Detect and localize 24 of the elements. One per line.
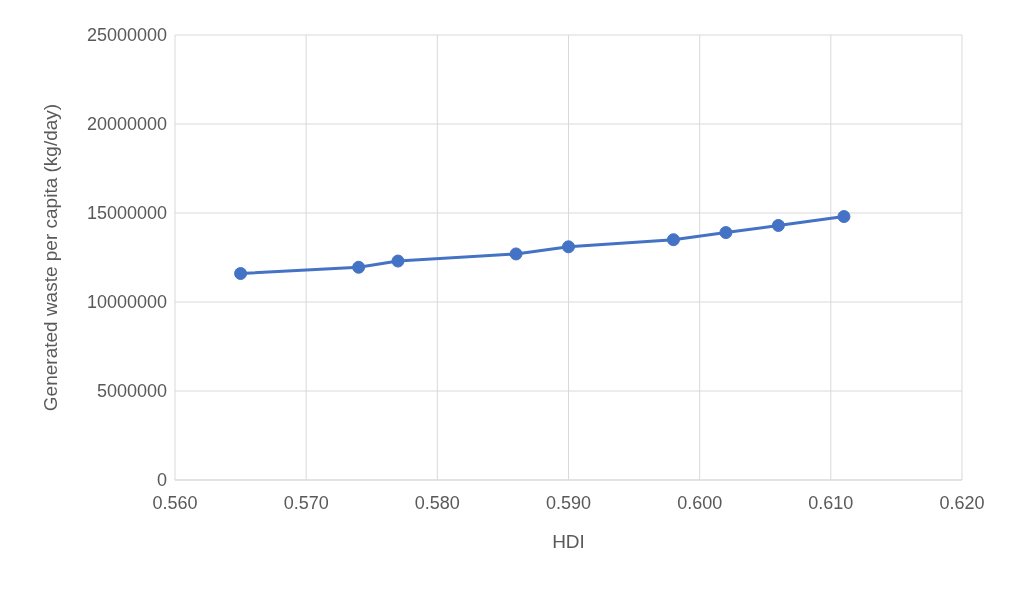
point bbox=[562, 240, 575, 254]
x-tick-label: 0.620 bbox=[939, 492, 985, 513]
y-tick-label: 15000000 bbox=[86, 203, 167, 224]
x-tick-label: 0.590 bbox=[545, 492, 592, 513]
y-axis-title: Generated waste per capita (kg/day) bbox=[39, 103, 61, 412]
x-tick-label: 0.570 bbox=[283, 492, 329, 513]
point bbox=[391, 254, 405, 268]
x-tick-label: 0.610 bbox=[808, 492, 854, 513]
point bbox=[352, 260, 366, 274]
x-tick-label: 0.560 bbox=[152, 492, 198, 513]
y-tick-label: 25000000 bbox=[86, 25, 167, 46]
point bbox=[234, 267, 248, 281]
x-tick-label: 0.580 bbox=[414, 492, 460, 513]
point bbox=[509, 247, 523, 261]
x-tick-label: 0.600 bbox=[677, 492, 723, 513]
y-tick-label: 10000000 bbox=[86, 292, 167, 313]
y-tick-label: 20000000 bbox=[86, 114, 167, 135]
x-axis-title: HDI bbox=[552, 531, 585, 552]
point bbox=[719, 226, 733, 240]
point bbox=[771, 218, 785, 232]
point bbox=[837, 210, 851, 224]
y-tick-label: 5000000 bbox=[96, 381, 167, 402]
point bbox=[666, 233, 680, 247]
y-tick-label: 0 bbox=[156, 470, 167, 491]
